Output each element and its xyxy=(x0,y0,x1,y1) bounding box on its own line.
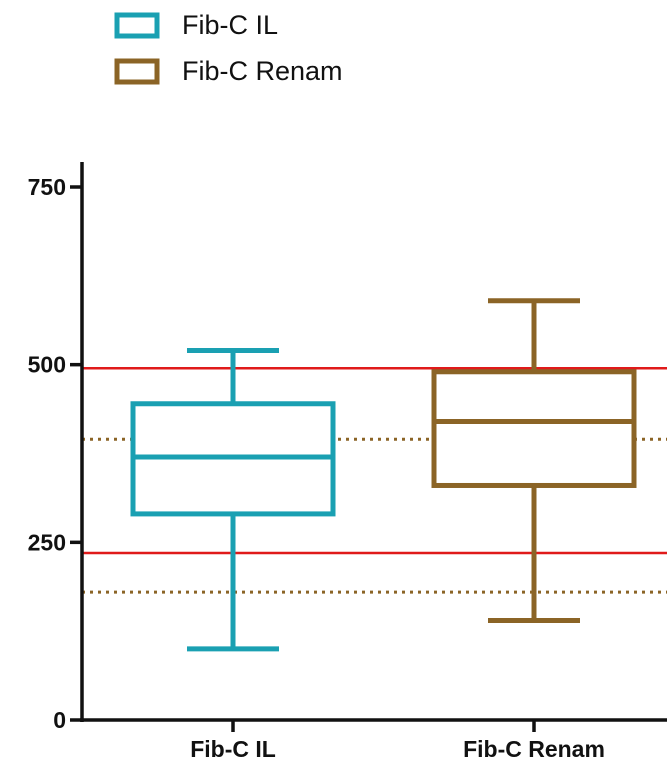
legend-swatch-1 xyxy=(114,12,160,39)
legend-label-2: Fib-C Renam xyxy=(182,56,343,86)
y-tick-label: 750 xyxy=(28,174,66,200)
y-tick-label: 0 xyxy=(53,707,66,733)
axes: 0 250 500 750 Fib-C IL Fib-C Renam xyxy=(28,162,667,762)
legend-label-1: Fib-C IL xyxy=(182,10,278,40)
box-1 xyxy=(130,347,336,652)
box-2 xyxy=(431,298,637,624)
y-tick-label: 500 xyxy=(28,352,66,378)
legend-swatch-2 xyxy=(114,58,160,85)
box-plots xyxy=(130,298,637,652)
legend: Fib-C IL Fib-C Renam xyxy=(114,10,343,86)
x-category-label: Fib-C IL xyxy=(190,736,276,762)
y-tick-label: 250 xyxy=(28,529,66,555)
x-category-label: Fib-C Renam xyxy=(463,736,605,762)
box-iqr xyxy=(431,369,637,488)
